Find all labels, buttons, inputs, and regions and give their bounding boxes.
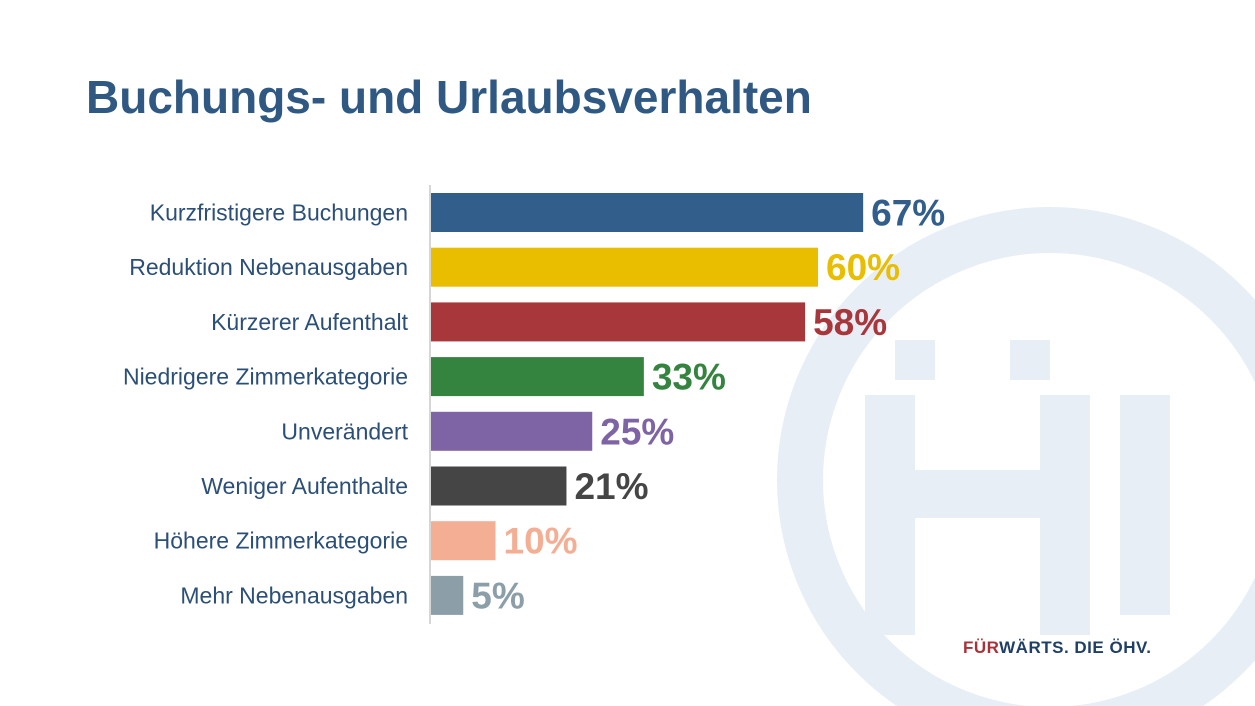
value-label: 5% [471, 575, 524, 616]
category-label: Mehr Nebenausgaben [180, 582, 408, 608]
value-label: 33% [652, 357, 726, 398]
bar [431, 302, 806, 342]
slogan-accent: FÜR [963, 638, 1000, 657]
category-label: Kurzfristigere Buchungen [150, 200, 408, 226]
bar [431, 521, 496, 561]
page-title: Buchungs- und Urlaubsverhalten [86, 71, 812, 123]
bar [431, 193, 864, 232]
value-label: 60% [826, 247, 900, 288]
value-label: 21% [574, 466, 648, 507]
bar [431, 357, 644, 397]
category-label: Reduktion Nebenausgaben [129, 254, 408, 280]
slogan-rest: WÄRTS. DIE ÖHV. [999, 638, 1152, 657]
category-label: Höhere Zimmerkategorie [154, 528, 408, 554]
category-label: Weniger Aufenthalte [201, 473, 408, 499]
bar [431, 247, 818, 287]
slogan: FÜRWÄRTS. DIE ÖHV. [963, 638, 1151, 658]
category-label: Unverändert [281, 418, 408, 444]
bar [431, 411, 593, 451]
value-label: 58% [813, 302, 887, 343]
category-label: Kürzerer Aufenthalt [211, 309, 409, 335]
bar [431, 575, 464, 615]
value-label: 10% [504, 521, 578, 562]
bar [431, 466, 567, 506]
category-label: Niedrigere Zimmerkategorie [123, 364, 408, 390]
value-label: 25% [600, 411, 674, 452]
value-label: 67% [871, 193, 945, 234]
